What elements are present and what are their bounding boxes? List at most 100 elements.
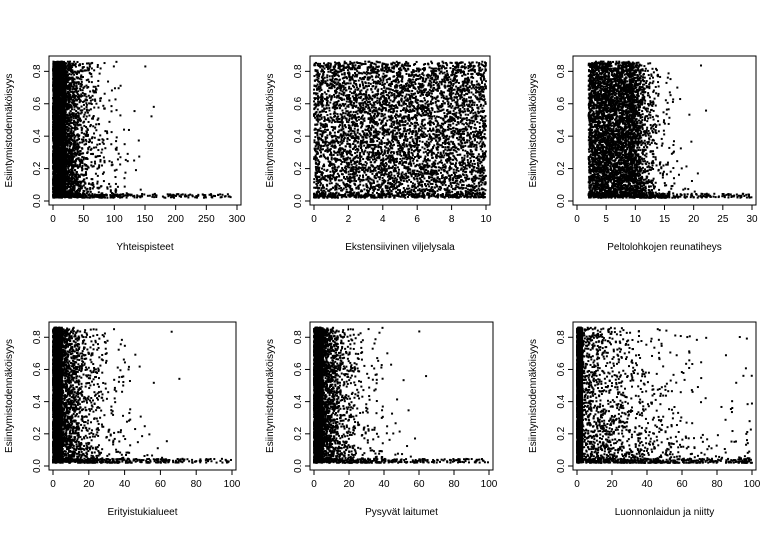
data-point [68, 161, 71, 164]
data-point [73, 160, 76, 163]
data-point [73, 105, 76, 108]
data-point [53, 169, 56, 172]
data-point [79, 119, 82, 122]
data-point [95, 102, 98, 105]
data-point [73, 60, 76, 63]
data-point [67, 97, 70, 100]
data-point [70, 127, 73, 130]
data-point [64, 152, 67, 155]
data-point [63, 71, 66, 74]
data-point [65, 94, 68, 97]
data-point [109, 185, 112, 188]
data-point [133, 110, 136, 113]
scatter-panel: 0 50 100 150 200 250 3000.00.20.40.60.8Yhteisp… [4, 55, 246, 253]
data-point [116, 158, 119, 161]
data-point [101, 164, 104, 167]
data-point [76, 178, 79, 181]
data-point [56, 71, 59, 74]
data-point [58, 177, 61, 180]
data-point [65, 187, 68, 190]
data-point [87, 94, 90, 97]
data-point [92, 185, 95, 188]
data-point [87, 68, 90, 71]
data-point [108, 160, 111, 163]
data-point [88, 109, 91, 112]
data-point [64, 90, 67, 93]
data-point [65, 185, 68, 188]
data-point [77, 176, 80, 179]
data-point [109, 190, 112, 193]
data-point [110, 105, 113, 108]
data-point [59, 183, 62, 186]
data-point [89, 90, 92, 93]
data-point [69, 179, 72, 182]
data-point [80, 138, 83, 141]
data-point [96, 63, 99, 66]
data-point [62, 173, 65, 176]
data-point [119, 156, 122, 159]
data-point [76, 127, 79, 130]
data-point [60, 130, 63, 133]
data-point [52, 126, 55, 129]
data-point [101, 141, 104, 144]
data-point [56, 87, 59, 90]
data-point [58, 86, 61, 89]
data-point [85, 84, 88, 87]
data-point [56, 131, 59, 134]
data-point [94, 162, 97, 165]
data-point [59, 110, 62, 113]
data-point [65, 128, 68, 131]
data-point [54, 139, 57, 142]
data-point [63, 174, 66, 177]
data-point [83, 178, 86, 181]
data-point [73, 123, 76, 126]
data-point [59, 149, 62, 152]
data-point [57, 124, 60, 127]
data-point [77, 64, 80, 67]
data-point [64, 66, 67, 69]
data-point [55, 78, 58, 81]
data-point [88, 65, 91, 68]
data-point [85, 79, 88, 82]
data-point [98, 143, 101, 146]
data-point [66, 155, 69, 158]
data-point [55, 124, 58, 127]
data-point [119, 163, 122, 166]
data-point [59, 80, 62, 83]
data-point [90, 75, 93, 78]
data-point [110, 110, 113, 113]
data-point [52, 141, 55, 144]
data-point [99, 158, 102, 161]
data-point [72, 92, 75, 95]
data-point [62, 167, 65, 170]
data-point [82, 184, 85, 187]
data-point [65, 125, 68, 128]
data-point [53, 94, 56, 97]
data-point [80, 128, 83, 131]
data-point [106, 196, 109, 199]
data-point [89, 72, 92, 75]
data-point [64, 113, 67, 116]
data-point [97, 149, 100, 152]
data-point [54, 151, 57, 154]
data-point [77, 184, 80, 187]
data-point [78, 97, 81, 100]
data-point [89, 108, 92, 111]
data-point [77, 76, 80, 79]
data-point [52, 179, 55, 182]
data-point [91, 94, 94, 97]
data-point [71, 177, 74, 180]
data-point [64, 123, 67, 126]
data-point [56, 164, 59, 167]
data-point [53, 175, 56, 178]
data-point [52, 144, 55, 147]
data-point [89, 190, 92, 193]
data-point [58, 190, 61, 193]
data-point [69, 131, 72, 134]
data-point [119, 114, 122, 117]
data-point [133, 159, 136, 162]
data-point [65, 117, 68, 120]
data-point [88, 102, 91, 105]
data-point [141, 192, 144, 195]
data-point [67, 107, 70, 110]
